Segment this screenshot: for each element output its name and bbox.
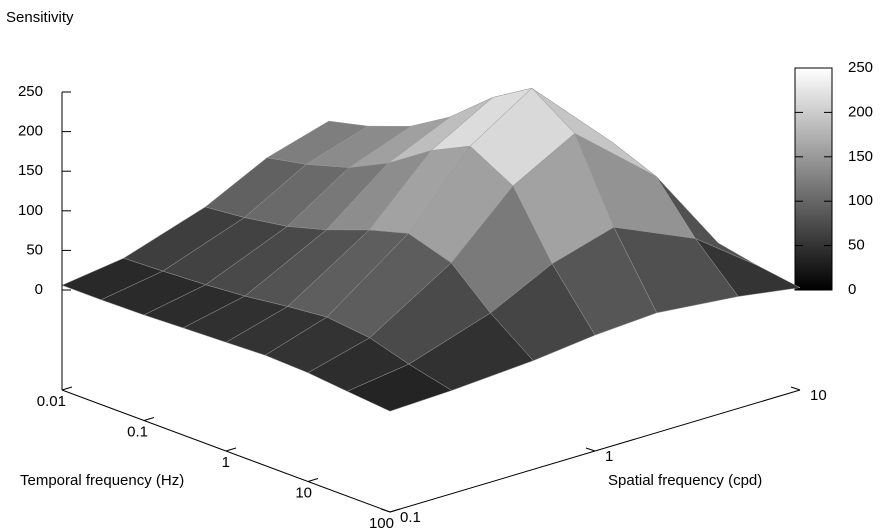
y-tick <box>585 447 596 452</box>
y-tick-label: 1 <box>605 448 613 465</box>
surface-patch <box>346 363 453 412</box>
colorbar-tick-label: 250 <box>848 59 873 76</box>
colorbar-tick-label: 100 <box>848 192 873 209</box>
colorbar-tick-label: 50 <box>848 237 865 254</box>
y-tick <box>380 508 391 513</box>
z-tick-label: 0 <box>35 281 43 298</box>
z-tick-label: 250 <box>18 83 43 100</box>
x-tick <box>61 386 73 391</box>
z-tick-label: 50 <box>26 241 43 258</box>
y-tick-label: 0.1 <box>400 509 421 526</box>
y-tick-label: 10 <box>810 387 827 404</box>
y-tick <box>790 386 801 391</box>
y-axis-title: Spatial frequency (cpd) <box>608 472 762 489</box>
colorbar-tick-label: 0 <box>848 281 856 298</box>
x-tick-label: 0.1 <box>127 423 148 440</box>
x-tick <box>225 447 237 452</box>
z-axis-title: Sensitivity <box>6 9 74 26</box>
x-tick-label: 10 <box>295 484 312 501</box>
x-tick <box>389 508 401 513</box>
colorbar-tick-label: 200 <box>848 103 873 120</box>
x-axis-title: Temporal frequency (Hz) <box>20 472 184 489</box>
x-tick <box>143 417 155 421</box>
z-tick-label: 200 <box>18 123 43 140</box>
colorbar-tick-label: 150 <box>848 148 873 165</box>
x-tick-label: 0.01 <box>37 393 66 410</box>
x-tick-label: 1 <box>222 454 230 471</box>
z-tick-label: 100 <box>18 202 43 219</box>
z-tick-label: 150 <box>18 162 43 179</box>
x-tick-label: 100 <box>369 515 394 529</box>
colorbar <box>794 67 833 291</box>
x-tick <box>307 478 319 482</box>
